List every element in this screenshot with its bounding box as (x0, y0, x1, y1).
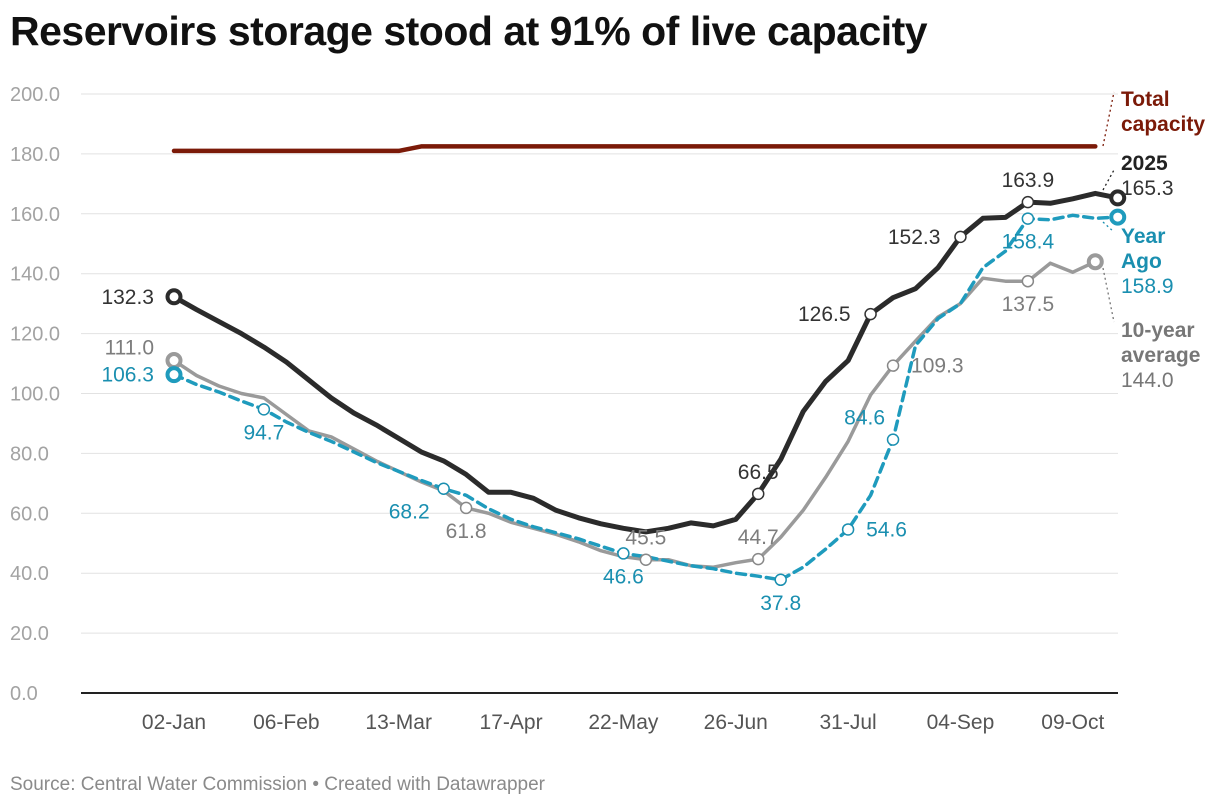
data-label: 45.5 (625, 527, 666, 550)
leader-line-ten_year (1102, 267, 1115, 323)
data-label: 111.0 (105, 337, 154, 360)
point-marker (1021, 274, 1035, 288)
point-marker (864, 307, 877, 321)
x-tick-label: 09-Oct (1041, 711, 1104, 734)
endpoint-marker-current (1109, 189, 1127, 207)
leader-line-total (1102, 91, 1115, 147)
y-tick-label: 0.0 (10, 683, 38, 705)
data-label: 66.5 (738, 461, 779, 484)
x-tick-label: 13-Mar (365, 711, 432, 734)
data-label: 126.5 (798, 303, 851, 326)
series-name-label: 2025 (1121, 152, 1168, 175)
source-footer: Source: Central Water Commission • Creat… (10, 774, 545, 795)
y-tick-label: 60.0 (10, 503, 49, 525)
y-tick-label: 40.0 (10, 563, 49, 585)
line-chart: 0.0 20.0 40.0 60.0 80.0 100.0 120.0 140.0 160.0 1… (10, 84, 1205, 734)
endpoint-marker-year_ago (165, 366, 183, 384)
data-label: 44.7 (738, 526, 779, 549)
end-value-label: 144.0 (1121, 369, 1174, 392)
x-tick-label: 31-Jul (819, 711, 876, 734)
series-name-label: average (1121, 344, 1200, 367)
chart-title: Reservoirs storage stood at 91% of live … (10, 8, 928, 54)
data-labels: 132.3 66.5 126.5 152.3 163.9 106.3 94.7 68.2 46.… (101, 169, 1054, 615)
data-label: 158.4 (1002, 231, 1055, 254)
x-tick-label: 22-May (588, 711, 659, 734)
series-line-current (171, 190, 1121, 535)
x-tick-label: 26-Jun (704, 711, 768, 734)
point-marker (459, 501, 473, 515)
data-label: 163.9 (1002, 169, 1055, 192)
series-name-label: Year (1121, 225, 1165, 248)
point-marker (954, 230, 967, 244)
point-marker (774, 573, 787, 587)
series-markers (165, 189, 1127, 587)
y-tick-label: 200.0 (10, 84, 60, 106)
data-label: 46.6 (603, 565, 644, 588)
series-lines (171, 144, 1121, 582)
point-marker (639, 553, 653, 566)
series-name-label: capacity (1121, 113, 1205, 136)
data-label: 137.5 (1002, 293, 1055, 316)
series-line-total (171, 144, 1098, 154)
y-tick-label: 120.0 (10, 324, 60, 346)
data-label: 109.3 (911, 355, 964, 378)
series-name-label: 10-year (1121, 319, 1195, 342)
y-tick-label: 160.0 (10, 204, 60, 226)
point-marker (257, 403, 271, 416)
y-tick-label: 100.0 (10, 384, 60, 406)
point-marker (751, 552, 765, 566)
point-marker (886, 433, 900, 446)
data-label: 94.7 (243, 421, 284, 444)
series-name-label: Ago (1121, 250, 1162, 273)
x-tick-label: 04-Sep (927, 711, 995, 734)
x-axis-ticks: 02-Jan 06-Feb 13-Mar 17-Apr 22-May 26-Jun 31-J… (142, 711, 1105, 734)
point-marker (841, 523, 855, 536)
data-label: 54.6 (866, 518, 907, 541)
y-tick-label: 20.0 (10, 623, 49, 645)
end-value-label: 165.3 (1121, 177, 1174, 200)
x-tick-label: 06-Feb (253, 711, 320, 734)
endpoint-marker-ten_year (1086, 253, 1104, 271)
point-marker (1021, 195, 1035, 209)
point-marker (751, 487, 765, 501)
endpoint-marker-ten_year (165, 352, 183, 370)
y-tick-label: 180.0 (10, 144, 60, 166)
data-label: 152.3 (888, 226, 941, 249)
data-label: 84.6 (844, 407, 885, 430)
y-tick-label: 80.0 (10, 443, 49, 465)
x-tick-label: 17-Apr (480, 711, 543, 734)
endpoint-marker-year_ago (1109, 208, 1127, 226)
end-value-label: 158.9 (1121, 275, 1174, 298)
endpoint-marker-current (165, 288, 183, 306)
grid-lines (81, 93, 1118, 694)
y-axis-ticks: 0.0 20.0 40.0 60.0 80.0 100.0 120.0 140.0 160.0 1… (10, 84, 60, 705)
series-name-label: Total (1121, 88, 1170, 111)
point-marker (886, 359, 900, 372)
x-tick-label: 02-Jan (142, 711, 206, 734)
series-line-year_ago (172, 213, 1120, 582)
point-marker (617, 547, 630, 560)
point-marker (1021, 212, 1035, 225)
y-tick-label: 140.0 (10, 264, 60, 286)
point-marker (437, 482, 450, 495)
data-label: 68.2 (389, 501, 430, 524)
data-label: 106.3 (101, 364, 154, 387)
leader-line-current (1102, 169, 1115, 191)
data-label: 61.8 (446, 520, 487, 543)
data-label: 37.8 (760, 592, 801, 615)
data-label: 132.3 (101, 286, 154, 309)
